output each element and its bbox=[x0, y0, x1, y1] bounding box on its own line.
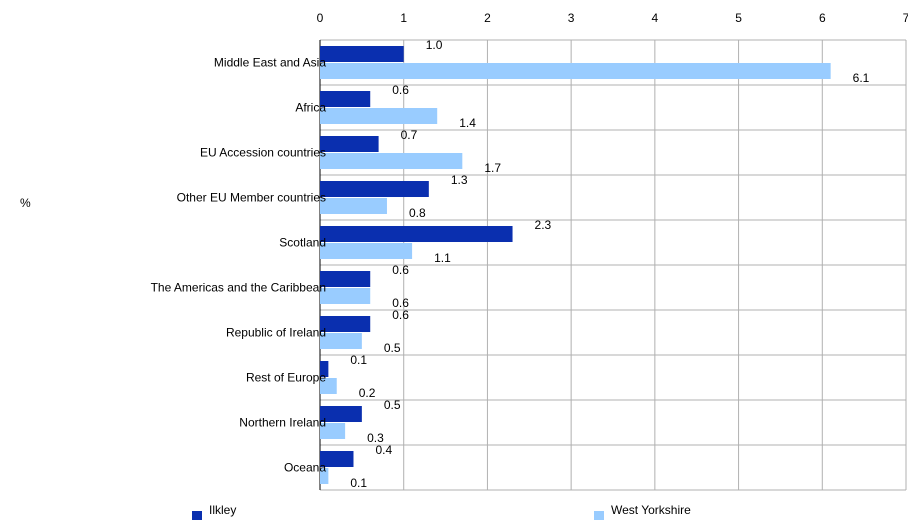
legend-label: Ilkley bbox=[209, 503, 236, 517]
value-label: 1.3 bbox=[451, 173, 468, 187]
value-label: 0.6 bbox=[392, 83, 409, 97]
bars bbox=[320, 46, 831, 484]
bar-ilkley bbox=[320, 316, 371, 332]
category-label: Rest of Europe bbox=[246, 371, 326, 385]
bar-west-yorkshire bbox=[320, 108, 438, 124]
bar-ilkley bbox=[320, 361, 329, 377]
bar-ilkley bbox=[320, 136, 379, 152]
x-tick-label: 6 bbox=[819, 11, 826, 25]
legend-swatch bbox=[192, 511, 202, 520]
legend: Ilkley West Yorkshire bbox=[192, 503, 691, 520]
category-label: Republic of Ireland bbox=[226, 326, 326, 340]
value-label: 0.5 bbox=[384, 341, 401, 355]
x-tick-label: 1 bbox=[400, 11, 407, 25]
bar-ilkley bbox=[320, 226, 513, 242]
category-label: The Americas and the Caribbean bbox=[151, 281, 326, 295]
value-label: 1.4 bbox=[459, 116, 476, 130]
value-label: 6.1 bbox=[853, 71, 870, 85]
category-label: Scotland bbox=[279, 236, 326, 250]
x-tick-label: 0 bbox=[317, 11, 324, 25]
bar-west-yorkshire bbox=[320, 423, 346, 439]
category-label: Middle East and Asia bbox=[214, 56, 326, 70]
legend-label: West Yorkshire bbox=[611, 503, 691, 517]
value-label: 0.6 bbox=[392, 308, 409, 322]
value-label: 0.7 bbox=[401, 128, 418, 142]
value-label: 1.7 bbox=[484, 161, 501, 175]
value-label: 0.3 bbox=[367, 431, 384, 445]
x-tick-label: 7 bbox=[903, 11, 908, 25]
value-label: 0.2 bbox=[359, 386, 376, 400]
legend-swatch bbox=[594, 511, 604, 520]
value-label: 0.4 bbox=[375, 443, 392, 457]
category-label: Northern Ireland bbox=[239, 416, 326, 430]
value-label: 0.1 bbox=[350, 353, 367, 367]
value-label: 0.5 bbox=[384, 398, 401, 412]
gridlines bbox=[319, 39, 907, 491]
bar-west-yorkshire bbox=[320, 333, 362, 349]
bar-ilkley bbox=[320, 46, 404, 62]
bar-ilkley bbox=[320, 271, 371, 287]
category-label: Oceana bbox=[284, 461, 326, 475]
bar-ilkley bbox=[320, 91, 371, 107]
x-tick-label: 3 bbox=[568, 11, 575, 25]
bar-west-yorkshire bbox=[320, 288, 371, 304]
category-label: Other EU Member countries bbox=[177, 191, 326, 205]
value-label: 0.6 bbox=[392, 263, 409, 277]
x-tick-label: 2 bbox=[484, 11, 491, 25]
x-tick-label: 4 bbox=[652, 11, 659, 25]
bar-west-yorkshire bbox=[320, 378, 337, 394]
category-label: Africa bbox=[295, 101, 326, 115]
category-labels: Middle East and Asia Africa EU Accession c… bbox=[151, 56, 327, 475]
x-tick-label: 5 bbox=[735, 11, 742, 25]
bar-west-yorkshire bbox=[320, 243, 413, 259]
bar-ilkley bbox=[320, 451, 354, 467]
value-label: 2.3 bbox=[535, 218, 552, 232]
value-label: 1.1 bbox=[434, 251, 451, 265]
x-tick-labels: 0 1 2 3 4 5 6 7 bbox=[317, 11, 908, 25]
value-label: 0.1 bbox=[350, 476, 367, 490]
value-label: 0.6 bbox=[392, 296, 409, 310]
y-axis-label: % bbox=[20, 196, 31, 210]
bar-ilkley bbox=[320, 406, 362, 422]
value-label: 0.8 bbox=[409, 206, 426, 220]
value-labels: 1.06.10.61.40.71.71.30.82.31.10.60.60.60… bbox=[350, 38, 869, 490]
bar-west-yorkshire bbox=[320, 63, 831, 79]
category-label: EU Accession countries bbox=[200, 146, 326, 160]
bar-west-yorkshire bbox=[320, 468, 329, 484]
value-label: 1.0 bbox=[426, 38, 443, 52]
bar-west-yorkshire bbox=[320, 153, 463, 169]
bar-west-yorkshire bbox=[320, 198, 387, 214]
bar-ilkley bbox=[320, 181, 429, 197]
